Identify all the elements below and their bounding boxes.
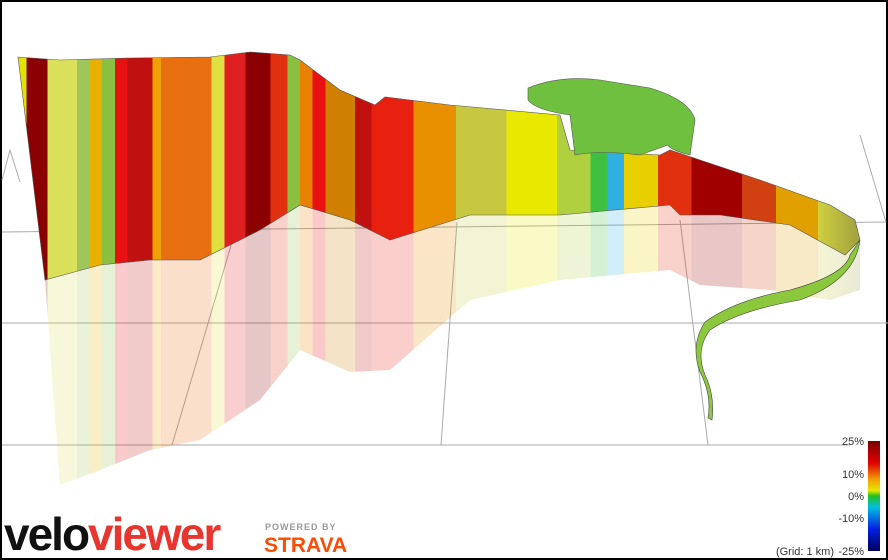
- legend-tick: -10%: [838, 513, 864, 525]
- powered-by: POWERED BY: [265, 522, 337, 532]
- logo: veloviewer: [4, 508, 221, 560]
- legend-tick: -25%: [838, 546, 864, 558]
- grade-scale: [868, 441, 880, 551]
- legend: 25% 10% 0% -10% -25% (Grid: 1 km): [776, 436, 864, 558]
- logo-part: velo: [4, 508, 89, 560]
- logo-part: viewer: [88, 508, 221, 560]
- legend-tick: 10%: [842, 469, 864, 481]
- legend-tick: 25%: [842, 436, 864, 448]
- legend-tick: 0%: [848, 491, 864, 503]
- route-reflection: [45, 205, 860, 485]
- route-ribbon: [17, 51, 861, 421]
- strava-logo: STRAVA: [264, 534, 347, 557]
- grid-note: (Grid: 1 km): [776, 546, 834, 558]
